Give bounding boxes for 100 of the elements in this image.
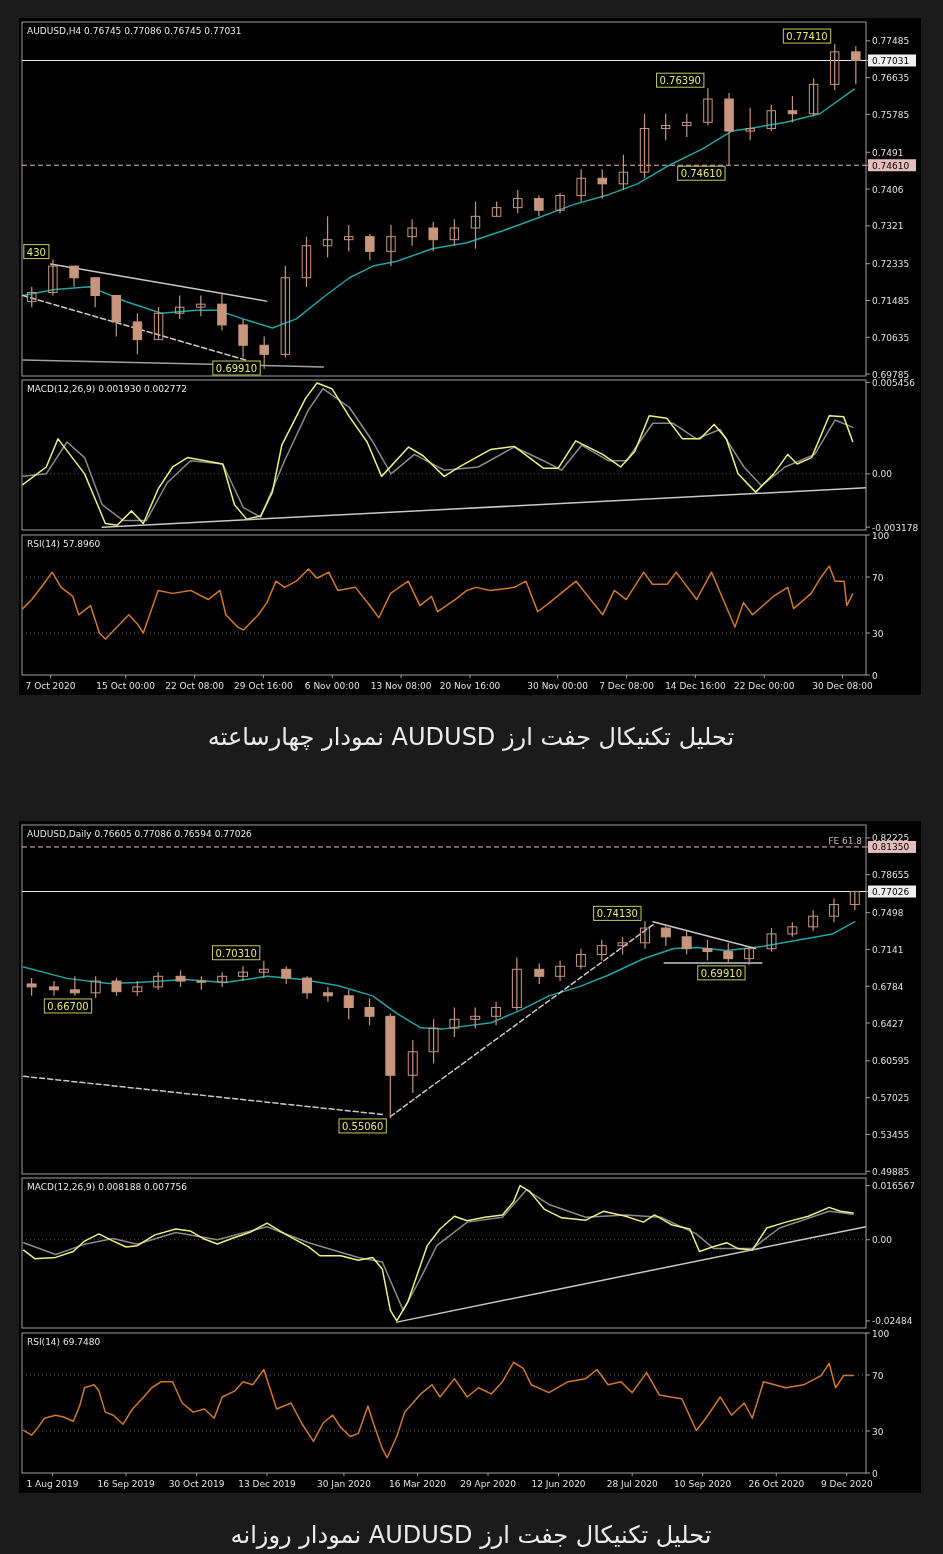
y-tick-label: -0.02484	[872, 1316, 913, 1327]
y-tick-label: 70	[872, 572, 884, 583]
candlestick	[407, 218, 417, 247]
candlestick	[48, 258, 58, 297]
candlestick	[787, 95, 798, 123]
candlestick	[534, 194, 544, 217]
candlestick	[703, 87, 713, 127]
candlestick	[449, 218, 460, 247]
candlestick	[132, 312, 143, 355]
y-tick-label: 0.7491	[872, 147, 904, 158]
x-tick-label: 30 Dec 08:00	[812, 681, 874, 691]
x-tick-label: 12 Jun 2020	[531, 1479, 586, 1489]
candlestick	[851, 45, 861, 85]
x-tick-label: 15 Oct 00:00	[96, 681, 156, 691]
candlestick	[596, 939, 607, 962]
candlestick	[597, 168, 607, 200]
y-tick-label: 0.76635	[872, 73, 910, 84]
y-tick-label: 70	[872, 1370, 884, 1381]
y-tick-label: 0.016567	[872, 1181, 915, 1192]
candlestick	[238, 318, 248, 358]
candlestick	[407, 1039, 418, 1094]
x-tick-label: 13 Dec 2019	[238, 1479, 297, 1489]
x-tick-label: 29 Apr 2020	[460, 1479, 517, 1489]
candlestick	[259, 336, 269, 370]
candlestick	[301, 236, 312, 288]
candlestick	[90, 277, 100, 308]
candlestick	[153, 306, 164, 341]
chart-title: RSI(14) 69.7480	[27, 1337, 101, 1347]
candlestick	[344, 224, 354, 252]
candlestick	[640, 920, 650, 950]
y-tick-label: 0.74610	[872, 160, 910, 171]
x-tick-label: 30 Jan 2020	[316, 1479, 372, 1489]
x-tick-label: 26 Oct 2020	[748, 1479, 805, 1489]
y-tick-label: 0.69785	[872, 369, 910, 380]
candlestick	[27, 286, 37, 308]
candlestick	[555, 192, 565, 214]
candlestick	[90, 975, 101, 999]
candlestick	[365, 233, 375, 262]
candlestick	[808, 77, 819, 117]
y-tick-label: 0.75785	[872, 109, 910, 120]
candlestick	[660, 113, 671, 141]
annotation: 0.66700	[47, 1000, 89, 1012]
annotation: 0.70310	[215, 947, 257, 959]
annotation: 0.74610	[680, 168, 723, 180]
candlestick	[428, 1018, 439, 1065]
candlestick	[702, 939, 713, 962]
candlestick	[513, 189, 523, 214]
candlestick	[829, 43, 840, 91]
candlestick	[681, 930, 692, 956]
x-tick-label: 1 Aug 2019	[26, 1479, 79, 1489]
y-tick-label: 0.60595	[872, 1056, 910, 1067]
annotation: 430	[26, 246, 46, 258]
candlestick	[828, 897, 839, 923]
line-series	[22, 565, 854, 640]
y-tick-label: 100	[872, 530, 890, 541]
y-tick-label: 0.71485	[872, 295, 910, 306]
x-tick-label: 6 Nov 00:00	[304, 681, 361, 691]
x-tick-label: 22 Oct 08:00	[165, 681, 225, 691]
annotation: 0.55060	[341, 1120, 384, 1132]
candlestick	[534, 962, 545, 985]
y-tick-label: 0.70635	[872, 332, 910, 343]
y-tick-label: 0	[872, 670, 878, 681]
y-tick-label: 0.6427	[872, 1018, 904, 1029]
y-tick-label: 0.57025	[872, 1093, 910, 1104]
candlestick	[470, 201, 481, 250]
y-tick-label: 0.78655	[872, 870, 910, 881]
x-tick-label: 28 Jul 2020	[606, 1479, 658, 1489]
candlestick	[280, 265, 291, 358]
y-tick-label: 0.49885	[872, 1166, 910, 1177]
candlestick	[238, 965, 248, 982]
candlestick	[217, 291, 227, 332]
line-series	[22, 88, 856, 329]
candlestick	[723, 942, 734, 965]
y-tick-label: 0.53455	[872, 1129, 910, 1140]
y-tick-label: 0.77026	[872, 887, 910, 898]
text: AUDUSD,H4 0.76745 0.77086 0.76745 0.77031	[27, 26, 242, 36]
text: MACD(12,26,9) 0.008188 0.007756	[27, 1182, 188, 1192]
candlestick	[682, 113, 692, 138]
chart-title: RSI(14) 57.8960	[27, 539, 101, 549]
x-tick-label: 9 Dec 2020	[820, 1479, 873, 1489]
candlestick	[153, 971, 164, 991]
candlestick	[491, 1001, 502, 1026]
candlestick	[322, 215, 333, 259]
y-tick-label: 0.77485	[872, 36, 910, 47]
candlestick	[343, 989, 354, 1020]
candlestick	[449, 1006, 460, 1038]
candlestick	[766, 927, 777, 953]
candlestick	[745, 107, 755, 141]
y-tick-label: 30	[872, 1426, 884, 1437]
candlestick	[322, 986, 333, 1003]
y-tick-label: 100	[872, 1328, 890, 1339]
x-tick-label: 22 Dec 00:00	[734, 681, 795, 691]
candlestick	[639, 113, 650, 179]
x-tick-label: 30 Oct 2019	[168, 1479, 225, 1489]
y-tick-label: 0.7321	[872, 221, 904, 232]
candlestick	[660, 924, 671, 947]
line-series	[22, 920, 856, 1030]
x-tick-label: 16 Mar 2020	[389, 1479, 447, 1489]
x-tick-label: 29 Oct 16:00	[234, 681, 294, 691]
candlestick	[744, 948, 755, 966]
